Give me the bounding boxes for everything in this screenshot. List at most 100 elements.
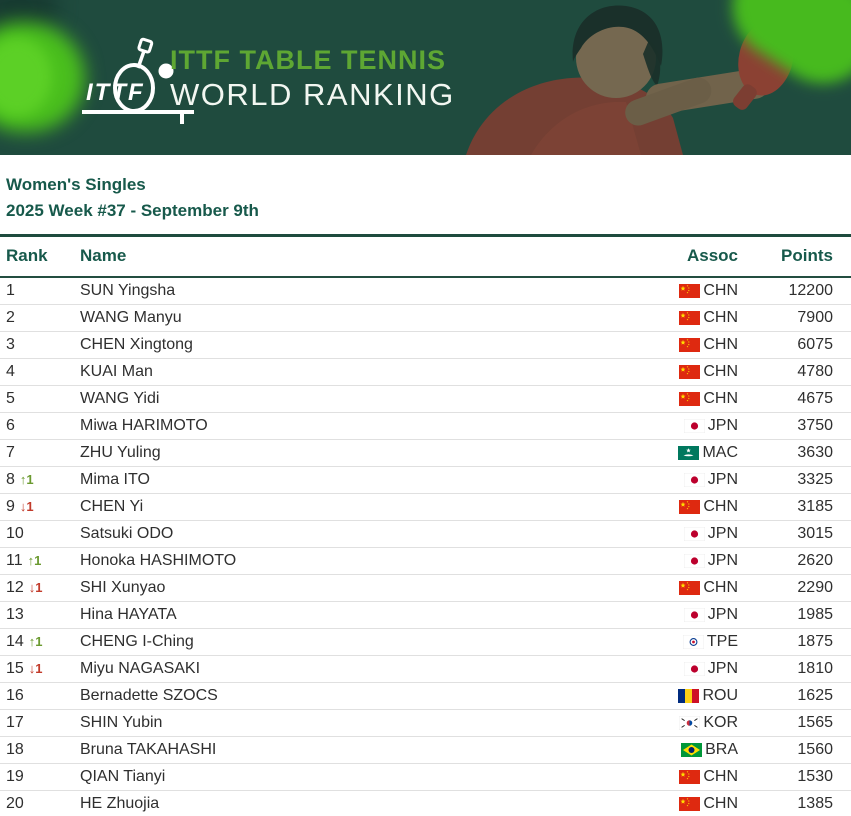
assoc-cell: CHN [626,390,738,408]
flag-jpn-icon [683,472,705,487]
ittf-logo-text: ITTF [86,79,145,106]
green-blob-left-core [0,38,52,116]
table-row: 15 ↓1 Miyu NAGASAKI JPN 1810 [0,656,851,683]
player-name: HE Zhuojia [80,794,160,812]
assoc-code: JPN [707,605,738,623]
assoc-code: BRA [705,740,738,758]
rank-down-indicator: ↓1 [28,661,43,677]
player-name: Mima ITO [80,470,150,488]
flag-mac-icon [678,445,700,460]
rank-cell: 11 ↑1 [6,552,80,570]
flag-chn-icon [679,310,701,325]
flag-chn-icon [679,283,701,298]
assoc-cell: CHN [626,309,738,327]
rank-cell: 16 [6,687,80,705]
player-name: Miyu NAGASAKI [80,659,201,677]
rank-value: 3 [6,335,15,353]
table-row: 8 ↑1 Mima ITO JPN 3325 [0,467,851,494]
assoc-code: CHN [703,281,738,299]
table-row: 17 SHIN Yubin KOR 1565 [0,710,851,737]
rank-cell: 5 [6,390,80,408]
table-row: 5 WANG Yidi CHN 4675 [0,386,851,413]
rank-down-indicator: ↓1 [19,499,34,515]
table-row: 16 Bernadette SZOCS ROU 1625 [0,683,851,710]
points-value: 4675 [797,389,833,407]
player-name: ZHU Yuling [80,443,161,461]
assoc-code: JPN [707,551,738,569]
rank-cell: 17 [6,714,80,732]
rank-cell: 20 [6,795,80,813]
rank-up-indicator: ↑1 [19,472,34,488]
rank-value: 13 [6,605,24,623]
player-name: QIAN Tianyi [80,767,166,785]
rank-value: 4 [6,362,15,380]
assoc-cell: CHN [626,795,738,813]
table-row: 11 ↑1 Honoka HASHIMOTO JPN 2620 [0,548,851,575]
assoc-cell: TPE [626,633,738,651]
points-value: 1875 [797,632,833,650]
banner-title-line2: WORLD RANKING [170,76,455,112]
table-row: 1 SUN Yingsha CHN 12200 [0,278,851,305]
points-value: 4780 [797,362,833,380]
player-name: WANG Yidi [80,389,160,407]
points-value: 1985 [797,605,833,623]
rank-cell: 4 [6,363,80,381]
rank-value: 16 [6,686,24,704]
rank-value: 9 [6,497,15,515]
player-name: Satsuki ODO [80,524,174,542]
rank-value: 10 [6,524,24,542]
assoc-cell: CHN [626,336,738,354]
points-value: 6075 [797,335,833,353]
table-header-row: Rank Name Assoc Points [0,237,851,278]
rank-value: 18 [6,740,24,758]
assoc-cell: JPN [626,552,738,570]
player-name: CHEN Xingtong [80,335,193,353]
table-row: 4 KUAI Man CHN 4780 [0,359,851,386]
player-name: SUN Yingsha [80,281,176,299]
ranking-subheader: Women's Singles 2025 Week #37 - Septembe… [0,155,851,234]
rank-value: 15 [6,659,24,677]
player-photo [411,0,851,155]
assoc-code: CHN [703,767,738,785]
rank-down-indicator: ↓1 [28,580,43,596]
rank-value: 19 [6,767,24,785]
ranking-rows: 1 SUN Yingsha CHN 12200 2 WANG Manyu CHN 7900 3 C… [0,278,851,816]
rank-cell: 9 ↓1 [6,498,80,516]
assoc-cell: JPN [626,417,738,435]
rank-cell: 7 [6,444,80,462]
rank-value: 5 [6,389,15,407]
rank-cell: 3 [6,336,80,354]
flag-chn-icon [679,391,701,406]
flag-tpe-icon [682,634,704,649]
assoc-code: CHN [703,794,738,812]
flag-jpn-icon [683,553,705,568]
flag-chn-icon [679,337,701,352]
table-row: 14 ↑1 CHENG I-Ching TPE 1875 [0,629,851,656]
player-name: WANG Manyu [80,308,182,326]
flag-bra-icon [681,742,703,757]
rank-value: 7 [6,443,15,461]
assoc-cell: JPN [626,471,738,489]
table-row: 7 ZHU Yuling MAC 3630 [0,440,851,467]
flag-jpn-icon [683,607,705,622]
dark-corner-blob [0,0,58,42]
assoc-code: JPN [707,659,738,677]
table-row: 6 Miwa HARIMOTO JPN 3750 [0,413,851,440]
player-name: SHIN Yubin [80,713,163,731]
flag-jpn-icon [683,418,705,433]
points-value: 1560 [797,740,833,758]
player-name: Hina HAYATA [80,605,177,623]
table-row: 9 ↓1 CHEN Yi CHN 3185 [0,494,851,521]
rank-value: 2 [6,308,15,326]
table-row: 20 HE Zhuojia CHN 1385 [0,791,851,816]
rank-up-indicator: ↑1 [27,553,42,569]
assoc-cell: MAC [626,444,738,462]
points-value: 3750 [797,416,833,434]
assoc-code: ROU [702,686,738,704]
table-row: 12 ↓1 SHI Xunyao CHN 2290 [0,575,851,602]
assoc-code: JPN [707,524,738,542]
header-name: Name [80,246,127,266]
flag-chn-icon [679,364,701,379]
assoc-code: CHN [703,335,738,353]
rank-cell: 19 [6,768,80,786]
